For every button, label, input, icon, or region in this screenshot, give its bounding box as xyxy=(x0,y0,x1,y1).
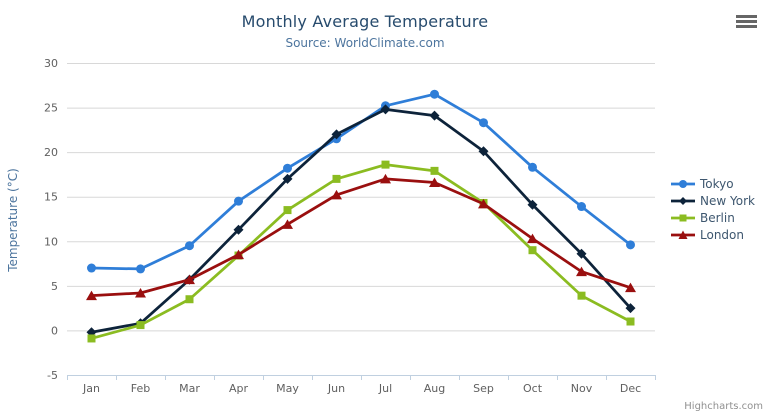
data-point-berlin[interactable] xyxy=(381,160,390,169)
legend-marker-shape xyxy=(678,230,688,239)
x-axis-label: Aug xyxy=(424,382,445,395)
legend: Tokyo New York Berlin London xyxy=(671,175,755,243)
y-axis-label: -5 xyxy=(47,369,58,382)
data-point-tokyo[interactable] xyxy=(577,202,586,212)
legend-item-berlin[interactable]: Berlin xyxy=(671,209,755,226)
data-point-tokyo[interactable] xyxy=(479,118,488,128)
data-point-london[interactable] xyxy=(331,189,342,200)
legend-item-label: Tokyo xyxy=(700,176,734,191)
legend-item-new-york[interactable]: New York xyxy=(671,192,755,209)
y-axis-label: 20 xyxy=(44,146,58,159)
x-axis-label: Apr xyxy=(229,382,249,395)
data-point-new-york[interactable] xyxy=(625,303,636,314)
data-point-london[interactable] xyxy=(576,266,587,277)
data-point-london[interactable] xyxy=(184,274,195,285)
legend-marker-shape xyxy=(679,196,687,205)
data-point-berlin[interactable] xyxy=(185,295,194,304)
legend-item-label: Berlin xyxy=(700,210,735,225)
x-axis-label: Oct xyxy=(523,382,543,395)
data-point-london[interactable] xyxy=(282,219,293,229)
data-point-london[interactable] xyxy=(478,198,489,209)
x-axis-label: Mar xyxy=(179,382,200,395)
x-axis-label: Feb xyxy=(131,382,150,395)
chart-title: Monthly Average Temperature xyxy=(241,12,489,31)
x-axis-label: Dec xyxy=(620,382,641,395)
x-axis-label: Jan xyxy=(82,382,100,395)
data-point-berlin[interactable] xyxy=(528,246,537,255)
data-point-london[interactable] xyxy=(380,173,391,184)
legend-marker-shape xyxy=(679,179,687,188)
data-point-berlin[interactable] xyxy=(283,206,292,215)
data-point-tokyo[interactable] xyxy=(185,241,194,251)
legend-marker-diamond-icon xyxy=(671,196,695,205)
data-point-tokyo[interactable] xyxy=(283,163,292,173)
data-point-new-york[interactable] xyxy=(331,129,342,140)
series-line-berlin xyxy=(90,163,632,340)
legend-item-london[interactable]: London xyxy=(671,226,755,243)
y-axis-label: 0 xyxy=(51,324,58,337)
legend-marker-square-icon xyxy=(671,214,695,221)
y-axis-label: 30 xyxy=(44,57,58,70)
chart-subtitle: Source: WorldClimate.com xyxy=(285,36,445,50)
legend-marker-triangle-icon xyxy=(671,230,695,239)
data-point-berlin[interactable] xyxy=(332,174,341,183)
data-point-berlin[interactable] xyxy=(87,334,96,343)
data-point-berlin[interactable] xyxy=(626,317,635,326)
legend-marker-circle-icon xyxy=(671,179,695,188)
y-axis-label: 5 xyxy=(51,280,58,293)
data-point-london[interactable] xyxy=(625,282,636,293)
data-point-berlin[interactable] xyxy=(136,321,145,330)
data-point-london[interactable] xyxy=(135,287,146,298)
y-axis-label: 15 xyxy=(44,191,58,204)
data-point-tokyo[interactable] xyxy=(430,89,439,99)
data-point-new-york[interactable] xyxy=(478,146,489,157)
hamburger-icon xyxy=(736,24,757,28)
data-point-new-york[interactable] xyxy=(527,199,538,210)
x-axis-label: Jun xyxy=(327,382,345,395)
data-point-tokyo[interactable] xyxy=(87,263,96,273)
data-point-berlin[interactable] xyxy=(577,291,586,300)
hamburger-icon xyxy=(736,14,757,18)
legend-item-label: New York xyxy=(700,193,755,208)
data-point-tokyo[interactable] xyxy=(136,264,145,274)
data-point-london[interactable] xyxy=(233,249,244,260)
x-axis-label: Nov xyxy=(571,382,593,395)
data-point-tokyo[interactable] xyxy=(626,240,635,250)
export-menu-button[interactable] xyxy=(733,10,761,32)
hamburger-icon xyxy=(736,19,757,23)
data-point-berlin[interactable] xyxy=(430,166,439,175)
data-point-london[interactable] xyxy=(86,290,97,301)
credits-link[interactable]: Highcharts.com xyxy=(684,401,763,412)
data-point-new-york[interactable] xyxy=(429,110,440,121)
y-axis-label: 25 xyxy=(44,102,58,115)
data-point-new-york[interactable] xyxy=(576,248,587,259)
data-point-london[interactable] xyxy=(429,177,440,187)
data-point-tokyo[interactable] xyxy=(528,162,537,172)
y-axis-label: 10 xyxy=(44,235,58,248)
data-point-new-york[interactable] xyxy=(380,104,391,115)
legend-marker-shape xyxy=(679,214,687,221)
data-point-new-york[interactable] xyxy=(282,173,293,184)
legend-item-tokyo[interactable]: Tokyo xyxy=(671,175,755,192)
x-axis-label: May xyxy=(276,382,299,395)
x-axis-label: Sep xyxy=(473,382,494,395)
series-line-new-york xyxy=(90,107,632,334)
legend-item-label: London xyxy=(700,227,744,242)
data-point-london[interactable] xyxy=(527,233,538,244)
data-point-new-york[interactable] xyxy=(233,224,244,235)
data-point-tokyo[interactable] xyxy=(234,196,243,206)
series-line-london xyxy=(90,177,632,298)
x-axis-label: Jul xyxy=(378,382,392,395)
